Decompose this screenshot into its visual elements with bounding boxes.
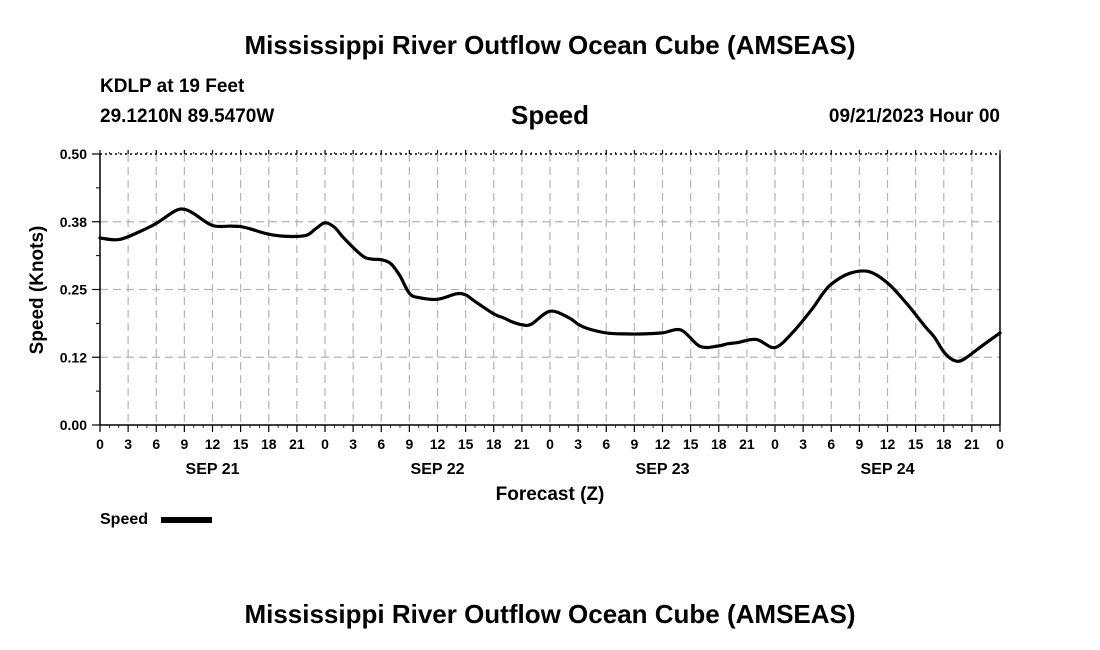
station-coordinates: 29.1210N 89.5470W [100, 106, 275, 127]
x-tick-label: 3 [349, 436, 357, 452]
x-tick-label: 18 [711, 436, 727, 452]
y-tick-label: 0.12 [60, 349, 87, 365]
x-tick-label: 21 [289, 436, 305, 452]
x-tick-label: 0 [321, 436, 329, 452]
x-tick-label: 9 [405, 436, 413, 452]
x-tick-label: 9 [180, 436, 188, 452]
x-tick-label: 21 [514, 436, 530, 452]
day-label: SEP 22 [411, 461, 465, 478]
y-tick-label: 0.25 [60, 282, 87, 298]
x-tick-label: 3 [799, 436, 807, 452]
x-tick-label: 12 [205, 436, 221, 452]
x-tick-label: 15 [908, 436, 924, 452]
x-tick-label: 3 [574, 436, 582, 452]
y-tick-label: 0.38 [60, 214, 87, 230]
footer-title: Mississippi River Outflow Ocean Cube (AM… [244, 599, 856, 629]
x-tick-label: 21 [739, 436, 755, 452]
x-tick-label: 21 [964, 436, 980, 452]
y-axis-title: Speed (Knots) [27, 226, 48, 355]
y-tick-label: 0.50 [60, 146, 87, 162]
day-label: SEP 21 [186, 461, 240, 478]
x-tick-label: 12 [430, 436, 446, 452]
x-tick-label: 9 [855, 436, 863, 452]
x-tick-label: 3 [124, 436, 132, 452]
legend: Speed [100, 511, 212, 528]
x-tick-label: 12 [655, 436, 671, 452]
x-tick-label: 18 [486, 436, 502, 452]
day-label: SEP 24 [861, 461, 915, 478]
x-tick-label: 12 [880, 436, 896, 452]
day-label: SEP 23 [636, 461, 690, 478]
chart-title: Mississippi River Outflow Ocean Cube (AM… [244, 30, 856, 60]
forecast-datetime: 09/21/2023 Hour 00 [828, 106, 1000, 127]
x-tick-label: 9 [630, 436, 638, 452]
y-tick-label: 0.00 [60, 417, 87, 433]
axes [92, 150, 1001, 432]
x-tick-label: 0 [771, 436, 779, 452]
x-tick-label: 18 [936, 436, 952, 452]
x-tick-label: 6 [827, 436, 835, 452]
legend-label: Speed [100, 511, 148, 528]
x-tick-label: 0 [546, 436, 554, 452]
x-axis-title: Forecast (Z) [496, 484, 605, 505]
variable-title: Speed [510, 100, 590, 130]
x-tick-label: 15 [683, 436, 699, 452]
grid [100, 154, 1000, 425]
legend-swatch [161, 517, 212, 523]
x-tick-label: 15 [233, 436, 249, 452]
tick-labels: 0 3 6 9 12 15 18 21 0 3 6 9 12 15 18 21 0 3 6 9 12 15 18 21 0 3 6 9… [60, 146, 1004, 478]
x-tick-label: 0 [96, 436, 104, 452]
series-layer [98, 207, 1002, 363]
x-tick-label: 0 [996, 436, 1004, 452]
series-line-speed [98, 207, 1002, 363]
speed-chart: 0 3 6 9 12 15 18 21 0 3 6 9 12 15 18 21 0 3 6 9 12 15 18 21 0 3 6 9… [27, 146, 1004, 528]
x-tick-label: 18 [261, 436, 277, 452]
station-label: KDLP at 19 Feet [100, 76, 245, 97]
x-tick-label: 15 [458, 436, 474, 452]
x-tick-label: 6 [152, 436, 160, 452]
x-tick-label: 6 [602, 436, 610, 452]
x-tick-label: 6 [377, 436, 385, 452]
